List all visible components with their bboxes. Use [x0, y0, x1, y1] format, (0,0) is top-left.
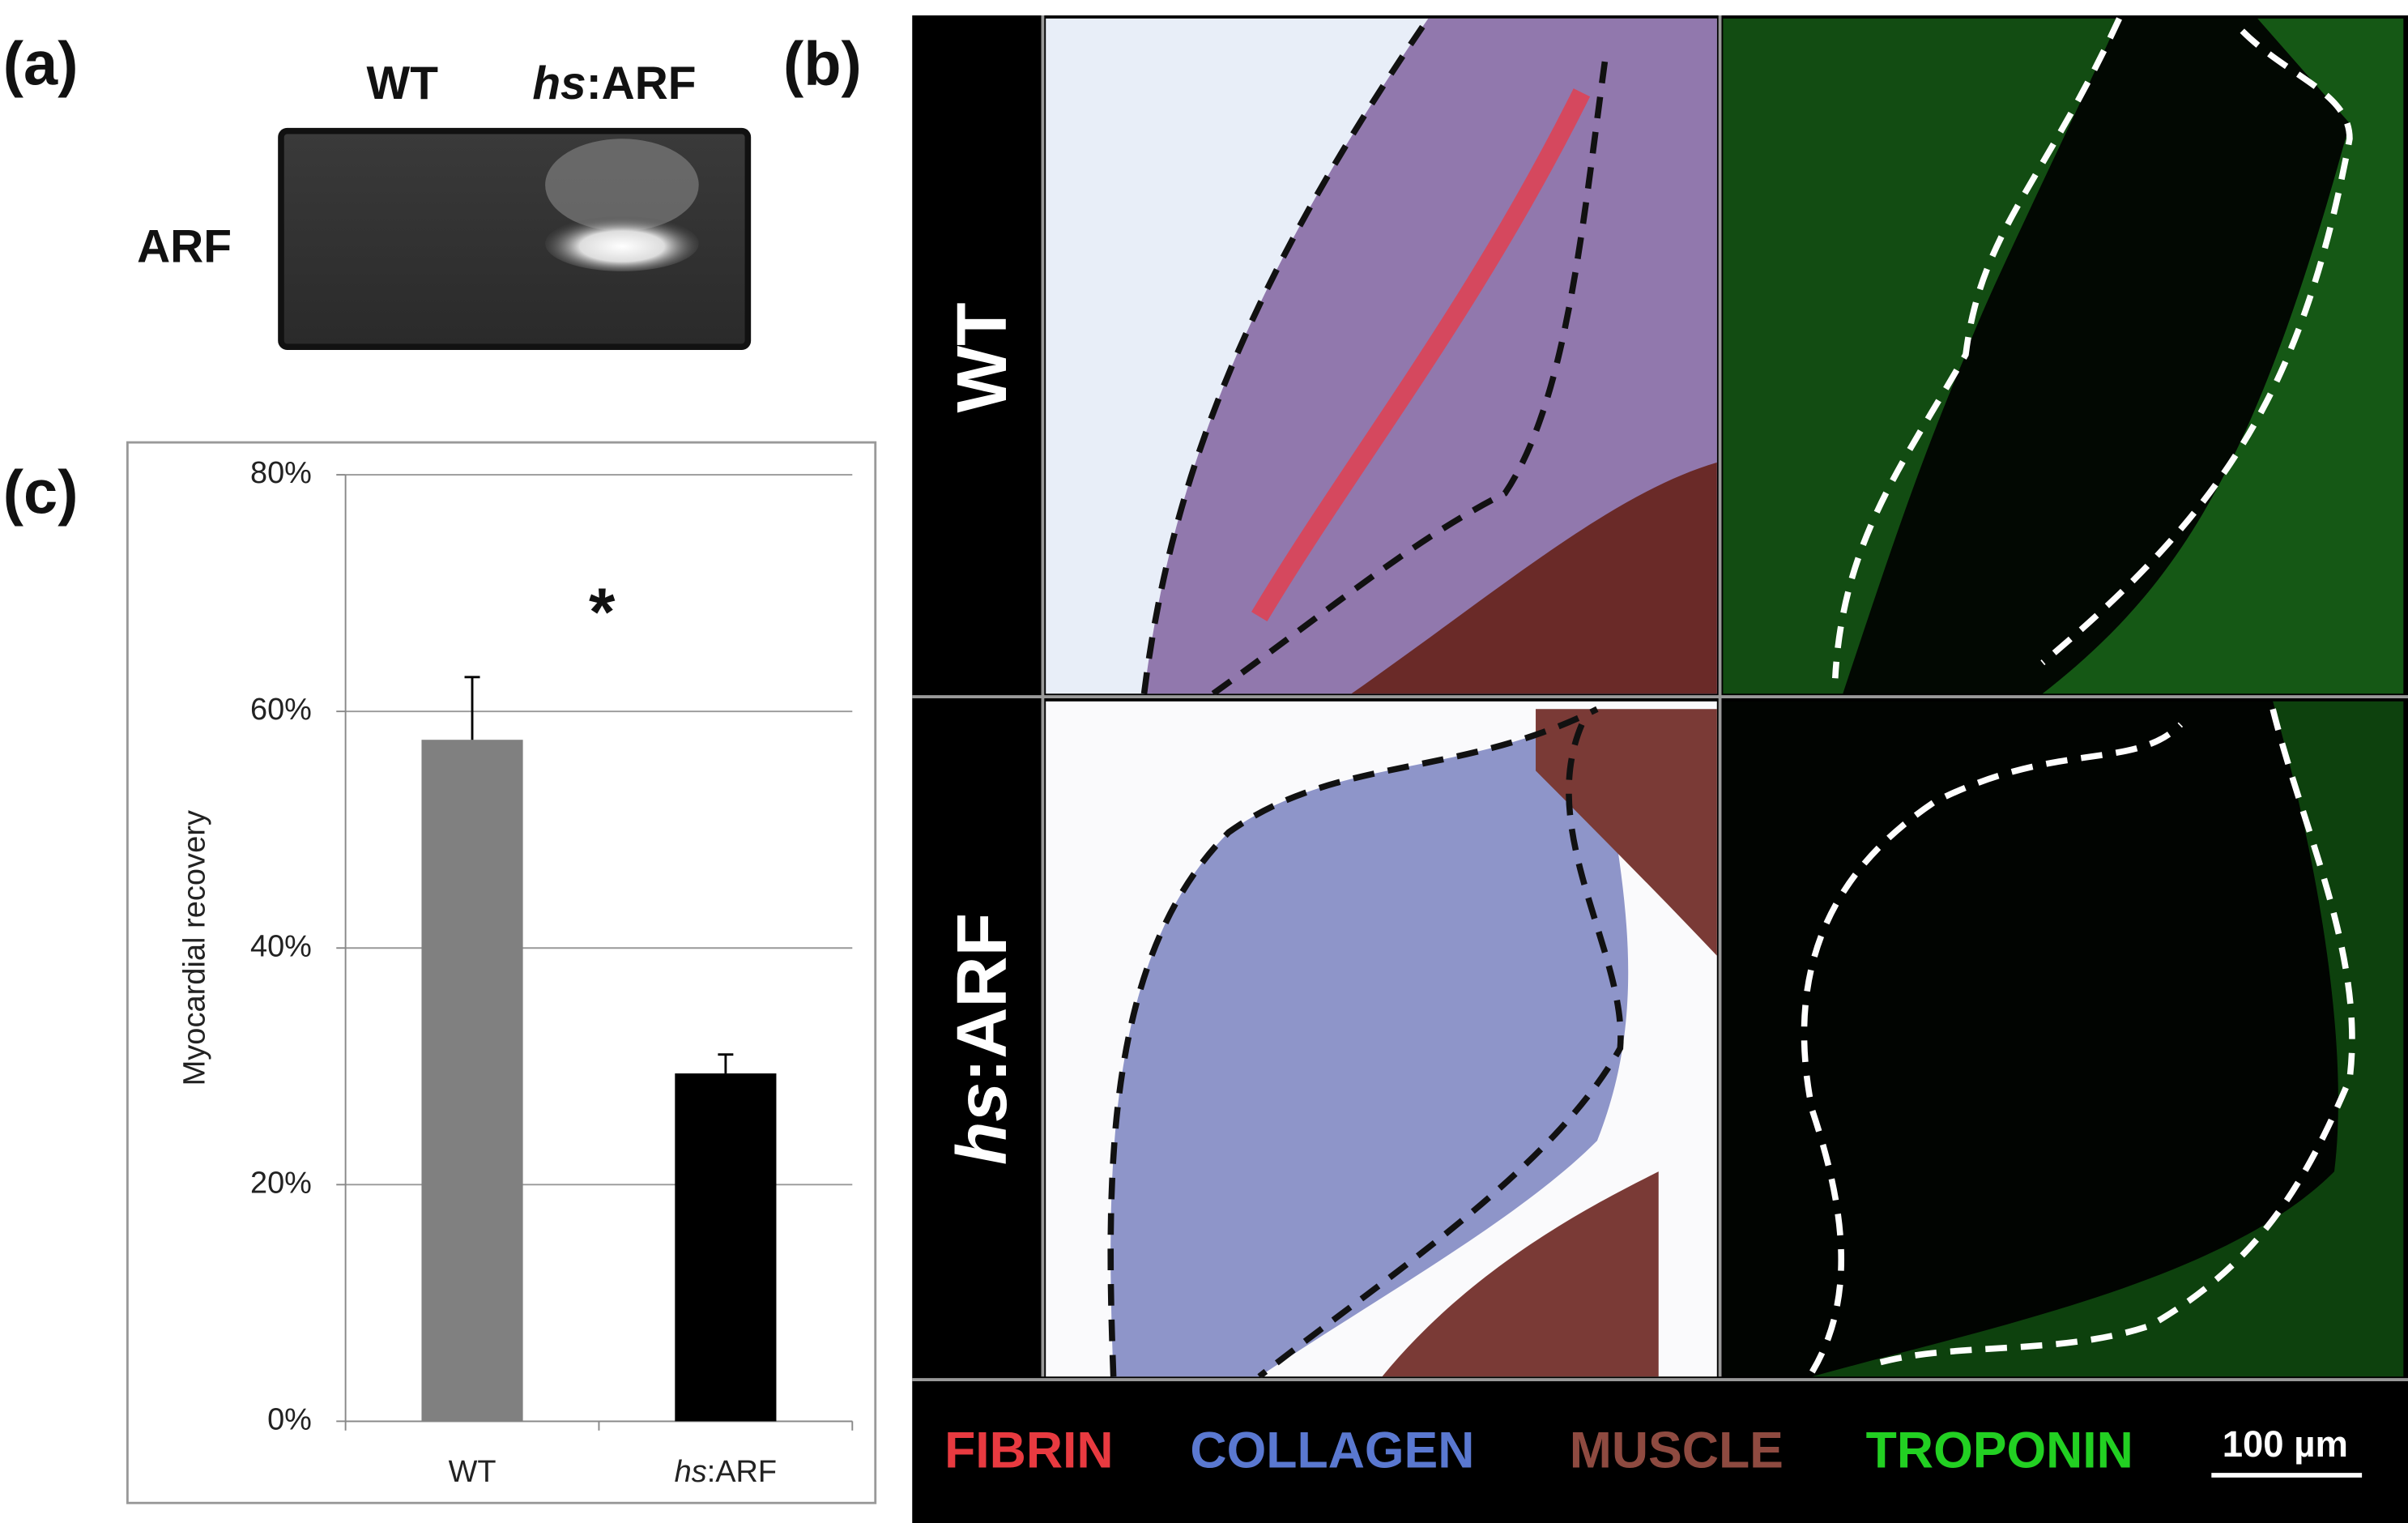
chart: 0% 20% 40% 60% 80% Myocardial recovery WT hs:AR…: [178, 456, 854, 1489]
y-tick-label: 20%: [250, 1166, 312, 1200]
lane-label: hs:ARF: [532, 58, 696, 109]
legend-entry: COLLAGEN: [1190, 1422, 1474, 1478]
bar: [675, 1073, 777, 1422]
legend-entry: MUSCLE: [1570, 1422, 1784, 1478]
micrograph: [1723, 701, 2404, 1377]
gel-band: [545, 215, 699, 271]
y-tick-label: 60%: [250, 693, 312, 727]
panel-label: (a): [3, 30, 79, 99]
gel-smear: [545, 139, 699, 232]
micrograph: [1046, 16, 1717, 697]
lane-label: WT: [367, 58, 439, 109]
band-label: ARF: [137, 220, 232, 272]
micrograph: [1723, 17, 2404, 694]
scale-bar-label: 100 µm: [2223, 1423, 2348, 1465]
legend-entry: FIBRIN: [944, 1422, 1114, 1478]
error-bar: [464, 676, 480, 740]
panel-label: (c): [3, 459, 79, 527]
row-label: WT: [942, 302, 1021, 412]
bar: [421, 740, 523, 1422]
y-axis-label: Myocardial recovery: [178, 810, 212, 1086]
y-tick-label: 80%: [250, 456, 312, 490]
legend-entry: TROPONIN: [1866, 1422, 2133, 1478]
row-label: hs:ARF: [942, 913, 1021, 1165]
annotation: *: [589, 574, 616, 650]
x-tick-label: hs:ARF: [675, 1455, 777, 1489]
panel-label: (b): [783, 30, 862, 99]
y-tick-label: 0%: [267, 1402, 312, 1436]
y-tick-label: 40%: [250, 929, 312, 963]
error-bar: [718, 1053, 734, 1074]
x-tick-label: WT: [449, 1455, 497, 1489]
micrograph: [1046, 701, 1717, 1380]
